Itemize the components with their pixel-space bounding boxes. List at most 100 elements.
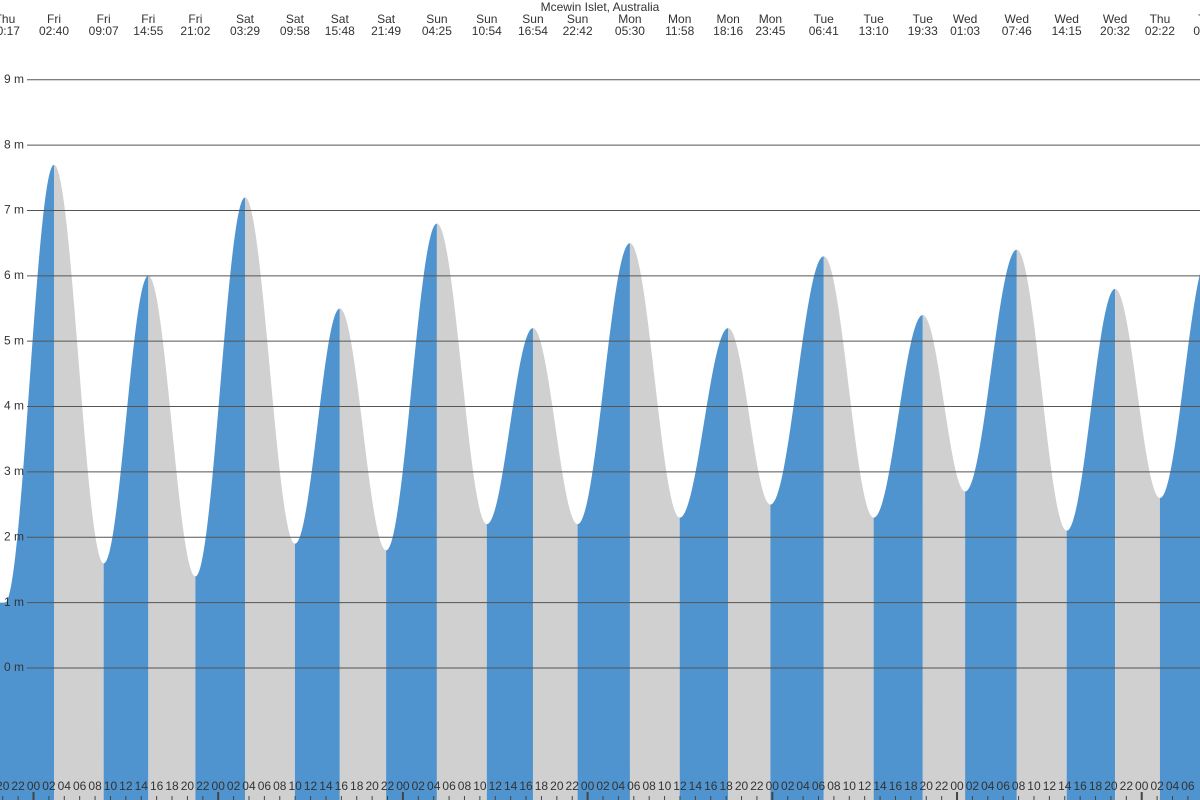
hour-label: 20 xyxy=(920,779,934,793)
extreme-time: 20:17 xyxy=(0,24,20,38)
extreme-time: 23:45 xyxy=(755,24,785,38)
tide-segment xyxy=(1159,273,1200,800)
extreme-time: 07:46 xyxy=(1002,24,1032,38)
hour-label: 20 xyxy=(365,779,379,793)
extreme-time: 02:40 xyxy=(39,24,69,38)
hour-label: 22 xyxy=(750,779,764,793)
hour-label: 02 xyxy=(1150,779,1164,793)
hour-label: 08 xyxy=(273,779,287,793)
hour-label: 00 xyxy=(581,779,595,793)
extreme-day: Fri xyxy=(141,12,155,26)
hour-label: 22 xyxy=(11,779,25,793)
tide-segment xyxy=(577,243,630,800)
hour-label: 14 xyxy=(1058,779,1072,793)
hour-label: 20 xyxy=(0,779,10,793)
hour-label: 10 xyxy=(104,779,118,793)
tide-segment xyxy=(532,328,578,800)
hour-label: 10 xyxy=(473,779,487,793)
hour-label: 08 xyxy=(458,779,472,793)
extreme-day: Tue xyxy=(913,12,934,26)
extreme-time: 10:54 xyxy=(472,24,502,38)
y-tick-label: 0 m xyxy=(4,660,24,674)
extreme-day: Sat xyxy=(377,12,396,26)
hour-label: 20 xyxy=(735,779,749,793)
extreme-day: Sun xyxy=(476,12,497,26)
hour-label: 12 xyxy=(1043,779,1057,793)
hour-label: 12 xyxy=(304,779,318,793)
hour-label: 04 xyxy=(981,779,995,793)
y-tick-label: 8 m xyxy=(4,137,24,151)
y-tick-label: 6 m xyxy=(4,268,24,282)
hour-label: 04 xyxy=(427,779,441,793)
hour-label: 00 xyxy=(766,779,780,793)
extreme-time: 21:02 xyxy=(180,24,210,38)
hour-label: 18 xyxy=(350,779,364,793)
extreme-day: Sat xyxy=(236,12,255,26)
hour-label: 22 xyxy=(1120,779,1134,793)
hour-label: 16 xyxy=(335,779,349,793)
extreme-time: 15:48 xyxy=(325,24,355,38)
extreme-time: 02:22 xyxy=(1145,24,1175,38)
hour-label: 14 xyxy=(873,779,887,793)
extreme-time: 22:42 xyxy=(563,24,593,38)
hour-label: 08 xyxy=(827,779,841,793)
tide-segment xyxy=(679,328,729,800)
hour-label: 08 xyxy=(88,779,102,793)
extreme-time: 04:25 xyxy=(422,24,452,38)
chart-title: Mcewin Islet, Australia xyxy=(541,0,660,14)
hour-label: 06 xyxy=(1181,779,1195,793)
hour-label: 22 xyxy=(381,779,395,793)
extreme-day: Thu xyxy=(1150,12,1171,26)
extreme-time: 09:58 xyxy=(280,24,310,38)
hour-label: 04 xyxy=(242,779,256,793)
hour-label: 18 xyxy=(1089,779,1103,793)
tide-segment xyxy=(629,243,680,800)
y-tick-label: 3 m xyxy=(4,464,24,478)
y-tick-label: 2 m xyxy=(4,529,24,543)
hour-label: 16 xyxy=(889,779,903,793)
hour-label: 00 xyxy=(27,779,41,793)
tide-segment xyxy=(873,315,923,800)
hour-label: 00 xyxy=(396,779,410,793)
extreme-day: Sat xyxy=(331,12,350,26)
hour-label: 20 xyxy=(181,779,195,793)
hour-label: 16 xyxy=(704,779,718,793)
extreme-day: Wed xyxy=(1103,12,1127,26)
hour-label: 04 xyxy=(1166,779,1180,793)
hour-label: 22 xyxy=(196,779,210,793)
hour-label: 14 xyxy=(689,779,703,793)
hour-label: 16 xyxy=(519,779,533,793)
extreme-day: Wed xyxy=(1005,12,1029,26)
hour-label: 14 xyxy=(135,779,149,793)
extreme-time: 03:29 xyxy=(230,24,260,38)
hour-label: 08 xyxy=(643,779,657,793)
hour-label: 14 xyxy=(319,779,333,793)
hour-label: 12 xyxy=(673,779,687,793)
extreme-day: Sun xyxy=(567,12,588,26)
extreme-time: 19:33 xyxy=(908,24,938,38)
hour-label: 12 xyxy=(119,779,133,793)
extreme-day: Sun xyxy=(426,12,447,26)
hour-label: 10 xyxy=(1027,779,1041,793)
extreme-time: 16:54 xyxy=(518,24,548,38)
extreme-day: Thu xyxy=(0,12,15,26)
hour-label: 02 xyxy=(227,779,241,793)
extreme-day: Sat xyxy=(286,12,305,26)
extreme-time: 09:07 xyxy=(89,24,119,38)
tide-segment xyxy=(195,197,246,800)
hour-label: 02 xyxy=(412,779,426,793)
hour-label: 04 xyxy=(796,779,810,793)
tide-segment xyxy=(294,308,340,800)
tide-segment xyxy=(0,164,55,800)
hour-label: 02 xyxy=(42,779,56,793)
extreme-day: Wed xyxy=(953,12,977,26)
hour-label: 22 xyxy=(566,779,580,793)
tide-segment xyxy=(148,275,196,800)
hour-label: 18 xyxy=(165,779,179,793)
extreme-day: Thu xyxy=(1198,12,1200,26)
extreme-day: Mon xyxy=(759,12,782,26)
tide-segment xyxy=(1016,249,1067,800)
hour-label: 02 xyxy=(781,779,795,793)
tide-segment xyxy=(486,328,533,800)
